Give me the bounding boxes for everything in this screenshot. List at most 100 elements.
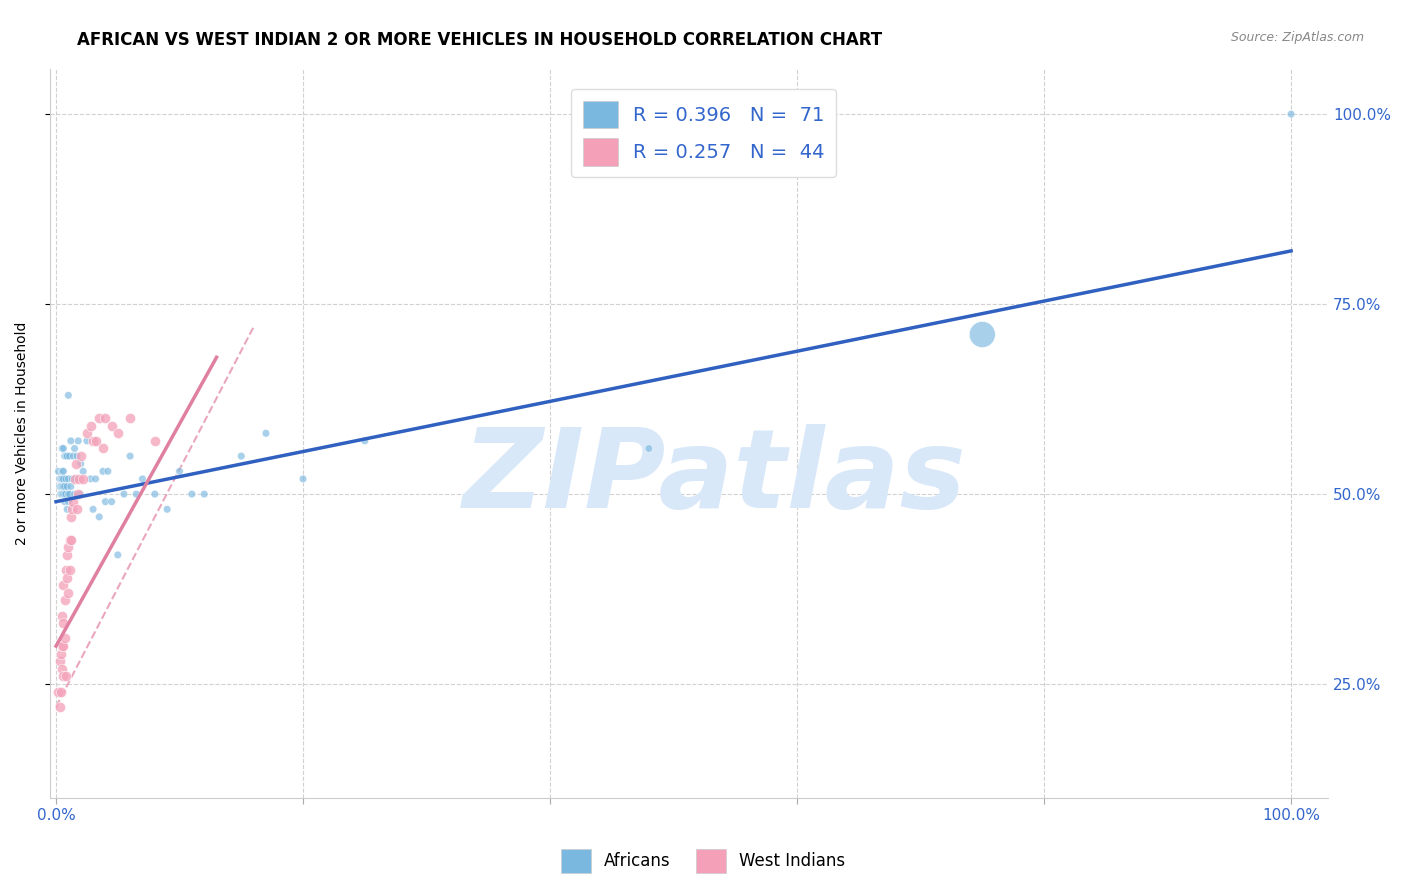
Point bbox=[49, 487, 72, 501]
Point bbox=[58, 388, 80, 402]
Point bbox=[49, 684, 72, 698]
Point bbox=[59, 479, 82, 493]
Text: ZIPatlas: ZIPatlas bbox=[463, 424, 966, 531]
Point bbox=[58, 563, 80, 577]
Point bbox=[63, 472, 86, 486]
Point bbox=[53, 487, 76, 501]
Point bbox=[65, 457, 87, 471]
Point bbox=[59, 533, 82, 547]
Point bbox=[169, 464, 191, 478]
Point bbox=[52, 616, 75, 631]
Point bbox=[180, 487, 202, 501]
Point bbox=[63, 442, 86, 456]
Point bbox=[53, 593, 76, 607]
Point bbox=[79, 418, 101, 433]
Point bbox=[91, 464, 114, 478]
Point bbox=[51, 472, 73, 486]
Point bbox=[51, 464, 73, 478]
Point bbox=[52, 442, 75, 456]
Point bbox=[48, 684, 70, 698]
Point bbox=[82, 502, 104, 516]
Point bbox=[60, 502, 83, 516]
Point bbox=[58, 494, 80, 508]
Point bbox=[97, 464, 120, 478]
Point bbox=[112, 487, 135, 501]
Point bbox=[66, 449, 89, 463]
Point bbox=[53, 632, 76, 646]
Point bbox=[94, 411, 117, 425]
Point bbox=[56, 571, 79, 585]
Point bbox=[55, 449, 77, 463]
Point bbox=[143, 487, 166, 501]
Point bbox=[67, 434, 90, 448]
Point bbox=[48, 654, 70, 668]
Point bbox=[131, 472, 153, 486]
Text: AFRICAN VS WEST INDIAN 2 OR MORE VEHICLES IN HOUSEHOLD CORRELATION CHART: AFRICAN VS WEST INDIAN 2 OR MORE VEHICLE… bbox=[77, 31, 883, 49]
Point bbox=[69, 449, 91, 463]
Point bbox=[107, 548, 129, 562]
Y-axis label: 2 or more Vehicles in Household: 2 or more Vehicles in Household bbox=[15, 322, 30, 545]
Point bbox=[49, 479, 72, 493]
Point bbox=[58, 487, 80, 501]
Point bbox=[292, 472, 315, 486]
Point bbox=[60, 472, 83, 486]
Point bbox=[58, 541, 80, 555]
Point bbox=[65, 472, 87, 486]
Point bbox=[58, 472, 80, 486]
Point bbox=[67, 487, 90, 501]
Point bbox=[49, 472, 72, 486]
Point bbox=[51, 479, 73, 493]
Point bbox=[48, 472, 70, 486]
Point bbox=[231, 449, 253, 463]
Point bbox=[52, 578, 75, 592]
Point bbox=[84, 434, 107, 448]
Point bbox=[84, 472, 107, 486]
Point bbox=[59, 434, 82, 448]
Point bbox=[55, 487, 77, 501]
Point bbox=[89, 509, 111, 524]
Point bbox=[49, 487, 72, 501]
Point bbox=[63, 487, 86, 501]
Point bbox=[58, 449, 80, 463]
Point bbox=[91, 442, 114, 456]
Point bbox=[72, 464, 94, 478]
Point bbox=[120, 411, 142, 425]
Point bbox=[53, 449, 76, 463]
Point bbox=[193, 487, 215, 501]
Point bbox=[100, 418, 122, 433]
Point bbox=[66, 502, 89, 516]
Point bbox=[53, 494, 76, 508]
Legend: Africans, West Indians: Africans, West Indians bbox=[554, 842, 852, 880]
Text: Source: ZipAtlas.com: Source: ZipAtlas.com bbox=[1230, 31, 1364, 45]
Point bbox=[143, 434, 166, 448]
Point bbox=[82, 434, 104, 448]
Point bbox=[69, 487, 91, 501]
Point bbox=[56, 502, 79, 516]
Point bbox=[58, 586, 80, 600]
Point bbox=[55, 472, 77, 486]
Legend: R = 0.396   N =  71, R = 0.257   N =  44: R = 0.396 N = 71, R = 0.257 N = 44 bbox=[571, 89, 837, 178]
Point bbox=[972, 327, 994, 342]
Point bbox=[69, 472, 91, 486]
Point bbox=[56, 449, 79, 463]
Point bbox=[48, 464, 70, 478]
Point bbox=[89, 411, 111, 425]
Point bbox=[48, 699, 70, 714]
Point bbox=[52, 464, 75, 478]
Point bbox=[55, 563, 77, 577]
Point bbox=[76, 426, 98, 441]
Point bbox=[100, 494, 122, 508]
Point bbox=[94, 494, 117, 508]
Point bbox=[52, 472, 75, 486]
Point bbox=[53, 479, 76, 493]
Point bbox=[58, 487, 80, 501]
Point bbox=[76, 434, 98, 448]
Point bbox=[51, 608, 73, 623]
Point bbox=[107, 426, 129, 441]
Point bbox=[51, 487, 73, 501]
Point bbox=[49, 647, 72, 661]
Point bbox=[254, 426, 277, 441]
Point bbox=[56, 548, 79, 562]
Point bbox=[62, 494, 84, 508]
Point bbox=[125, 487, 148, 501]
